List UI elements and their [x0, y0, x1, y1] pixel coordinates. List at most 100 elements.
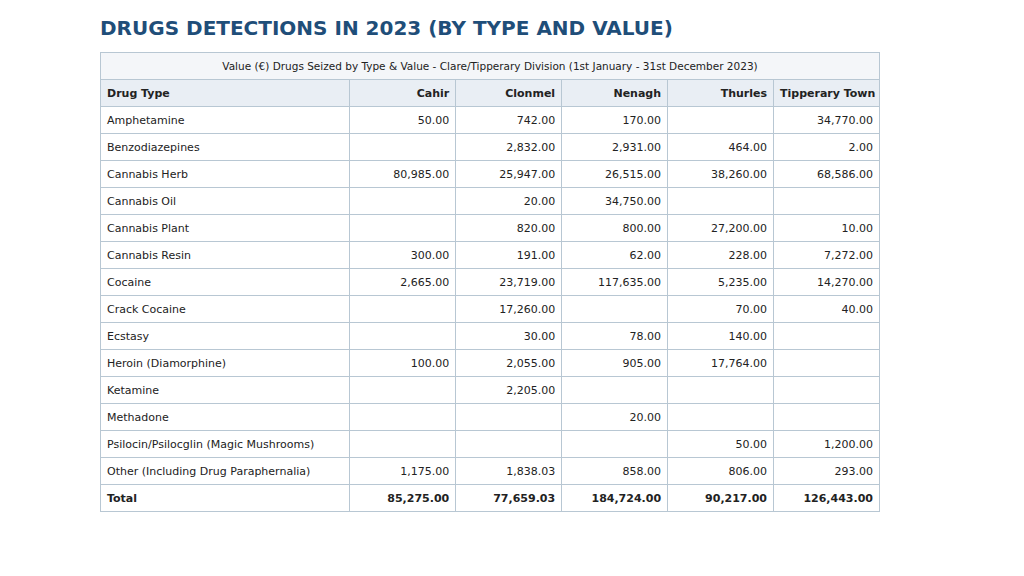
cell: 2,205.00: [456, 377, 562, 404]
cell: 140.00: [668, 323, 774, 350]
cell: [350, 404, 456, 431]
cell: [456, 431, 562, 458]
cell: 14,270.00: [774, 269, 880, 296]
cell: 70.00: [668, 296, 774, 323]
cell: [562, 296, 668, 323]
cell: [774, 188, 880, 215]
data-row: Cocaine2,665.0023,719.00117,635.005,235.…: [101, 269, 880, 296]
cell: 34,750.00: [562, 188, 668, 215]
row-label: Other (Including Drug Paraphernalia): [101, 458, 350, 485]
cell: 170.00: [562, 107, 668, 134]
row-label: Cocaine: [101, 269, 350, 296]
cell: [350, 215, 456, 242]
cell: 800.00: [562, 215, 668, 242]
cell: 858.00: [562, 458, 668, 485]
data-table: Value (€) Drugs Seized by Type & Value -…: [100, 52, 880, 512]
total-row: Total85,275.0077,659.03184,724.0090,217.…: [101, 485, 880, 512]
cell: 20.00: [562, 404, 668, 431]
cell: 742.00: [456, 107, 562, 134]
row-label: Cannabis Plant: [101, 215, 350, 242]
cell: 7,272.00: [774, 242, 880, 269]
data-row: Methadone 20.00: [101, 404, 880, 431]
subtitle-row: Value (€) Drugs Seized by Type & Value -…: [101, 53, 880, 80]
data-row: Cannabis Resin300.00191.0062.00228.007,2…: [101, 242, 880, 269]
data-row: Benzodiazepines 2,832.002,931.00464.002.0…: [101, 134, 880, 161]
cell: 2,832.00: [456, 134, 562, 161]
row-label: Methadone: [101, 404, 350, 431]
cell: [456, 404, 562, 431]
cell: [774, 404, 880, 431]
row-label: Cannabis Resin: [101, 242, 350, 269]
cell: 5,235.00: [668, 269, 774, 296]
cell: [350, 377, 456, 404]
header-row: Drug TypeCahirClonmelNenaghThurlesTipper…: [101, 80, 880, 107]
cell: 1,200.00: [774, 431, 880, 458]
cell: 905.00: [562, 350, 668, 377]
table-wrap: DRUGS DETECTIONS IN 2023 (BY TYPE AND VA…: [100, 16, 880, 512]
cell: 126,443.00: [774, 485, 880, 512]
cell: 2,665.00: [350, 269, 456, 296]
cell: 300.00: [350, 242, 456, 269]
cell: [774, 350, 880, 377]
cell: [668, 404, 774, 431]
row-label: Psilocin/Psilocglin (Magic Mushrooms): [101, 431, 350, 458]
cell: 62.00: [562, 242, 668, 269]
cell: 806.00: [668, 458, 774, 485]
cell: 80,985.00: [350, 161, 456, 188]
cell: 191.00: [456, 242, 562, 269]
data-row: Cannabis Oil20.0034,750.00: [101, 188, 880, 215]
data-row: Crack Cocaine17,260.0070.0040.00: [101, 296, 880, 323]
cell: 17,260.00: [456, 296, 562, 323]
row-label: Benzodiazepines: [101, 134, 350, 161]
cell: 78.00: [562, 323, 668, 350]
cell: 25,947.00: [456, 161, 562, 188]
cell: 20.00: [456, 188, 562, 215]
cell: [774, 323, 880, 350]
title: DRUGS DETECTIONS IN 2023 (BY TYPE AND VA…: [100, 16, 880, 40]
cell: [562, 377, 668, 404]
row-label: Ecstasy: [101, 323, 350, 350]
column-header: Tipperary Town: [774, 80, 880, 107]
cell: 26,515.00: [562, 161, 668, 188]
data-row: Amphetamine50.00742.00170.0034,770.00: [101, 107, 880, 134]
cell: 464.00: [668, 134, 774, 161]
cell: 293.00: [774, 458, 880, 485]
cell: 27,200.00: [668, 215, 774, 242]
column-header: Drug Type: [101, 80, 350, 107]
data-row: Other (Including Drug Paraphernalia)1,17…: [101, 458, 880, 485]
column-header: Cahir: [350, 80, 456, 107]
cell: [562, 431, 668, 458]
cell: 2,055.00: [456, 350, 562, 377]
cell: 30.00: [456, 323, 562, 350]
cell: 85,275.00: [350, 485, 456, 512]
cell: 820.00: [456, 215, 562, 242]
cell: 2,931.00: [562, 134, 668, 161]
cell: 40.00: [774, 296, 880, 323]
cell: [350, 431, 456, 458]
subtitle: Value (€) Drugs Seized by Type & Value -…: [101, 53, 880, 80]
column-header: Nenagh: [562, 80, 668, 107]
cell: [350, 296, 456, 323]
row-label: Cannabis Herb: [101, 161, 350, 188]
column-header: Clonmel: [456, 80, 562, 107]
cell: [668, 188, 774, 215]
cell: 50.00: [350, 107, 456, 134]
data-row: Ketamine2,205.00: [101, 377, 880, 404]
cell: 184,724.00: [562, 485, 668, 512]
cell: 50.00: [668, 431, 774, 458]
cell: 100.00: [350, 350, 456, 377]
cell: [350, 323, 456, 350]
cell: 2.00: [774, 134, 880, 161]
column-header: Thurles: [668, 80, 774, 107]
cell: 1,838.03: [456, 458, 562, 485]
data-row: Cannabis Plant820.00800.0027,200.0010.00: [101, 215, 880, 242]
data-row: Cannabis Herb80,985.0025,947.0026,515.00…: [101, 161, 880, 188]
row-label: Amphetamine: [101, 107, 350, 134]
cell: [668, 107, 774, 134]
cell: 38,260.00: [668, 161, 774, 188]
data-row: Heroin (Diamorphine)100.002,055.00905.00…: [101, 350, 880, 377]
cell: 1,175.00: [350, 458, 456, 485]
cell: [350, 134, 456, 161]
cell: [774, 377, 880, 404]
cell: 117,635.00: [562, 269, 668, 296]
